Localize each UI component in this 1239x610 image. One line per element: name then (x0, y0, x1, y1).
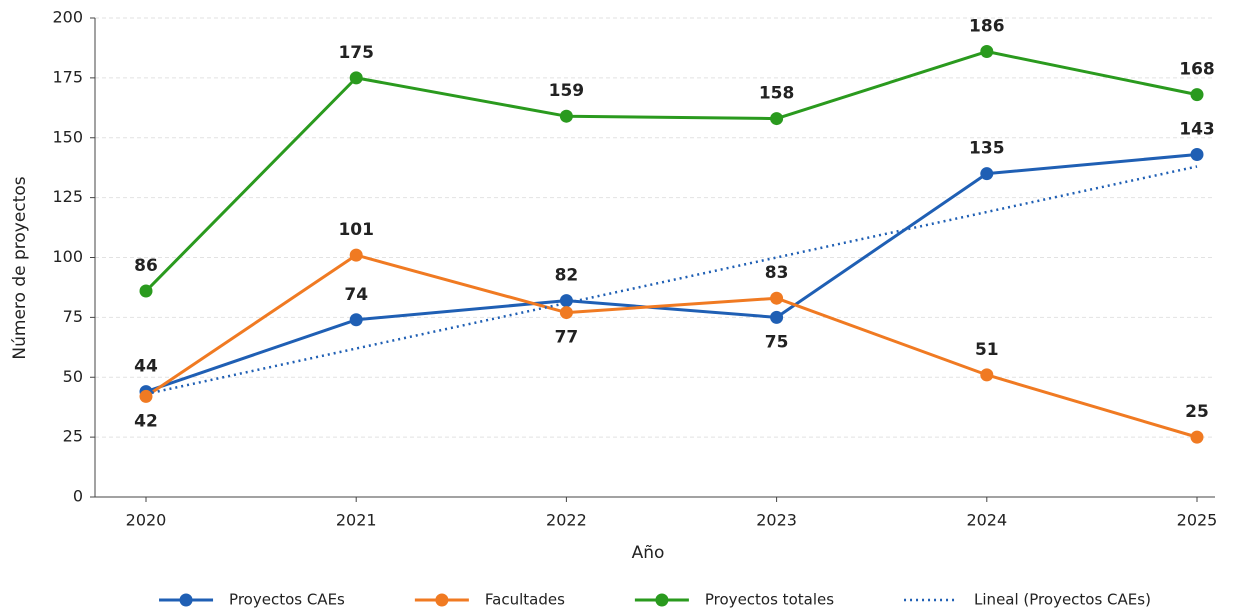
y-axis-label: Número de proyectos (10, 176, 30, 359)
data-label: 158 (759, 84, 795, 104)
y-tick-label: 25 (63, 427, 83, 446)
legend-marker (179, 593, 193, 607)
x-tick-label: 2021 (336, 511, 377, 530)
x-tick-label: 2024 (966, 511, 1007, 530)
legend-marker (435, 593, 449, 607)
y-tick-label: 200 (52, 8, 83, 27)
y-tick-label: 0 (73, 487, 83, 506)
y-tick-label: 150 (52, 127, 83, 146)
x-tick-label: 2022 (546, 511, 587, 530)
data-label: 143 (1179, 120, 1215, 140)
data-label: 82 (555, 266, 579, 286)
y-tick-label: 125 (52, 187, 83, 206)
data-label: 175 (338, 43, 374, 63)
legend-label: Facultades (485, 591, 565, 609)
legend-marker (655, 593, 669, 607)
data-point (770, 291, 784, 305)
x-axis-label: Año (632, 543, 665, 563)
x-tick-label: 2023 (756, 511, 797, 530)
data-label: 83 (765, 263, 789, 283)
data-point (1190, 430, 1204, 444)
x-tick-label: 2020 (126, 511, 167, 530)
data-point (139, 389, 153, 403)
data-point (1190, 148, 1204, 162)
data-point (559, 306, 573, 320)
data-point (349, 71, 363, 85)
data-label: 86 (134, 256, 158, 276)
y-tick-label: 75 (63, 307, 83, 326)
data-point (980, 368, 994, 382)
data-point (139, 284, 153, 298)
data-label: 168 (1179, 60, 1215, 80)
data-label: 51 (975, 340, 999, 360)
data-point (980, 167, 994, 181)
data-point (1190, 88, 1204, 102)
data-label: 159 (549, 81, 585, 101)
data-label: 75 (765, 332, 789, 352)
data-label: 74 (344, 285, 368, 305)
legend-label: Proyectos totales (705, 591, 834, 609)
legend: Proyectos CAEs Facultades Proyectos totale… (159, 591, 1151, 609)
y-tick-label: 100 (52, 247, 83, 266)
x-tick-label: 2025 (1177, 511, 1218, 530)
data-label: 186 (969, 17, 1005, 37)
data-label: 25 (1185, 402, 1209, 422)
legend-label: Lineal (Proyectos CAEs) (974, 591, 1151, 609)
data-label: 44 (134, 357, 158, 377)
y-tick-label: 175 (52, 67, 83, 86)
data-label: 101 (338, 220, 374, 240)
series-line (145, 253, 1198, 439)
data-label: 42 (134, 411, 158, 431)
data-label: 77 (555, 328, 579, 348)
y-tick-label: 50 (63, 367, 83, 386)
data-point (770, 112, 784, 126)
series-line (145, 165, 1198, 396)
data-point (349, 313, 363, 327)
data-point (770, 310, 784, 324)
series-line (144, 50, 1198, 293)
series-line (145, 153, 1198, 394)
data-point (559, 109, 573, 123)
legend-label: Proyectos CAEs (229, 591, 345, 609)
data-point (349, 248, 363, 262)
data-point (559, 294, 573, 308)
data-point (980, 45, 994, 59)
data-label: 135 (969, 139, 1005, 159)
